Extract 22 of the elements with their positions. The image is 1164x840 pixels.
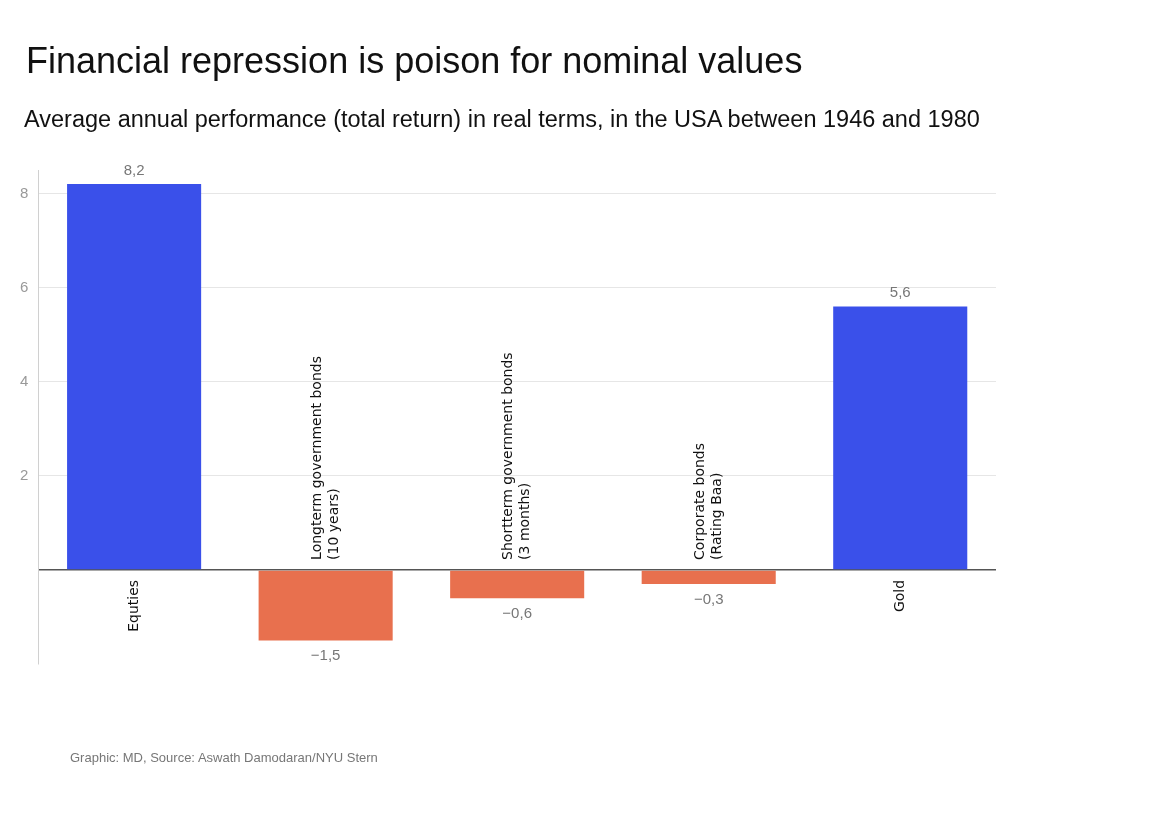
x-tick-label: Shortterm government bonds (3 months)	[499, 352, 533, 560]
chart-title: Financial repression is poison for nominal values	[26, 40, 803, 82]
x-tick-label: Longterm government bonds (10 years)	[307, 356, 341, 560]
y-tick-label: 6	[20, 277, 29, 295]
text: Graphic: MD, Source: Aswath Damodaran/NYU Stern	[70, 750, 378, 765]
y-tick-label: 2	[20, 465, 29, 483]
data-label: 8,2	[123, 160, 145, 178]
bar	[258, 570, 393, 641]
data-label: −1,5	[310, 646, 341, 664]
data-label: −0,3	[693, 589, 724, 607]
x-tick-label: Gold	[890, 579, 907, 613]
y-tick-label: 4	[20, 371, 29, 389]
bar	[641, 570, 776, 585]
bar	[450, 570, 585, 599]
bar	[833, 306, 968, 570]
chart-subtitle: Average annual performance (total return) in real terms, in the USA between 1946 and 1980	[24, 106, 980, 133]
data-label: −0,6	[502, 603, 532, 621]
x-tick-label: Equties	[124, 579, 141, 632]
data-label: 5,6	[889, 283, 911, 301]
bar	[67, 184, 202, 570]
x-tick-label: Corporate bonds (Rating Baa)	[690, 442, 724, 560]
y-tick-label: 8	[20, 183, 29, 201]
